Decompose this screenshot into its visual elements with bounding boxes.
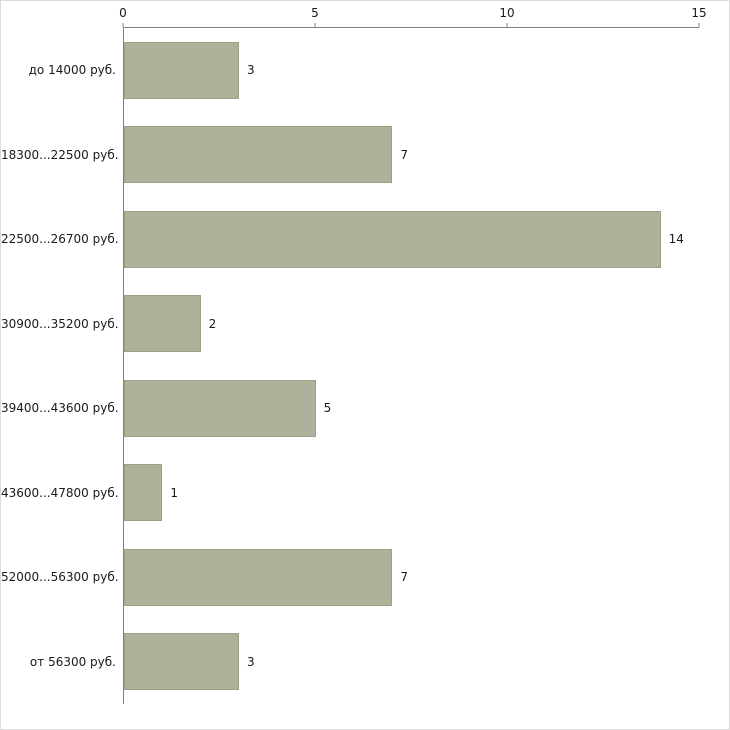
category-label: до 14000 руб.	[28, 63, 116, 78]
bar-row: от 56300 руб. 3	[1, 619, 699, 704]
x-tick-label: 0	[119, 6, 127, 20]
category-label: 39400...43600 руб.	[1, 401, 119, 416]
bar	[124, 41, 239, 99]
plot-area: до 14000 руб. 3 18300...22500 руб. 7 22500..…	[1, 28, 729, 729]
bar	[124, 126, 393, 184]
value-label: 5	[323, 401, 332, 416]
bar	[124, 633, 239, 691]
x-tick-mark	[506, 23, 508, 27]
bar-track: 5	[123, 366, 699, 451]
bar-row: 30900...35200 руб. 2	[1, 281, 699, 366]
bar-row: 52000...56300 руб. 7	[1, 535, 699, 620]
bar-row: 22500...26700 руб. 14	[1, 197, 699, 282]
bar-track: 7	[123, 535, 699, 620]
x-axis: 0 5 10 15	[1, 1, 729, 28]
x-tick-mark	[314, 23, 316, 27]
bar-track: 2	[123, 281, 699, 366]
bar-track: 7	[123, 112, 699, 197]
category-label: 43600...47800 руб.	[1, 485, 119, 500]
category-label: от 56300 руб.	[29, 654, 116, 669]
x-tick-mark	[698, 23, 700, 27]
x-axis-ticks: 0 5 10 15	[119, 1, 707, 28]
category-label: 52000...56300 руб.	[1, 570, 119, 585]
value-label: 3	[247, 654, 255, 669]
category-label: 22500...26700 руб.	[1, 232, 119, 247]
category-label: 30900...35200 руб.	[1, 316, 119, 331]
bar-row: до 14000 руб. 3	[1, 28, 699, 113]
bar	[124, 464, 163, 522]
value-label: 14	[668, 232, 684, 247]
bar-track: 3	[123, 619, 699, 704]
bar	[124, 379, 316, 437]
x-tick-label: 5	[311, 6, 319, 20]
value-label: 3	[247, 63, 255, 78]
value-label: 7	[400, 147, 408, 162]
x-tick-label: 15	[691, 6, 707, 20]
bar	[124, 210, 661, 268]
bar	[124, 548, 393, 606]
bar-row: 18300...22500 руб. 7	[1, 112, 699, 197]
bar-track: 14	[123, 197, 699, 282]
value-label: 1	[170, 485, 178, 500]
bar	[124, 295, 201, 353]
x-tick-mark	[122, 23, 124, 27]
bar-track: 1	[123, 450, 699, 535]
x-tick-label: 10	[499, 6, 515, 20]
value-label: 2	[208, 316, 217, 331]
axis-corner-spacer	[1, 1, 123, 28]
bar-row: 43600...47800 руб. 1	[1, 450, 699, 535]
bar-row: 39400...43600 руб. 5	[1, 366, 699, 451]
bar-track: 3	[123, 28, 699, 113]
category-label: 18300...22500 руб.	[1, 147, 119, 162]
value-label: 7	[400, 570, 408, 585]
